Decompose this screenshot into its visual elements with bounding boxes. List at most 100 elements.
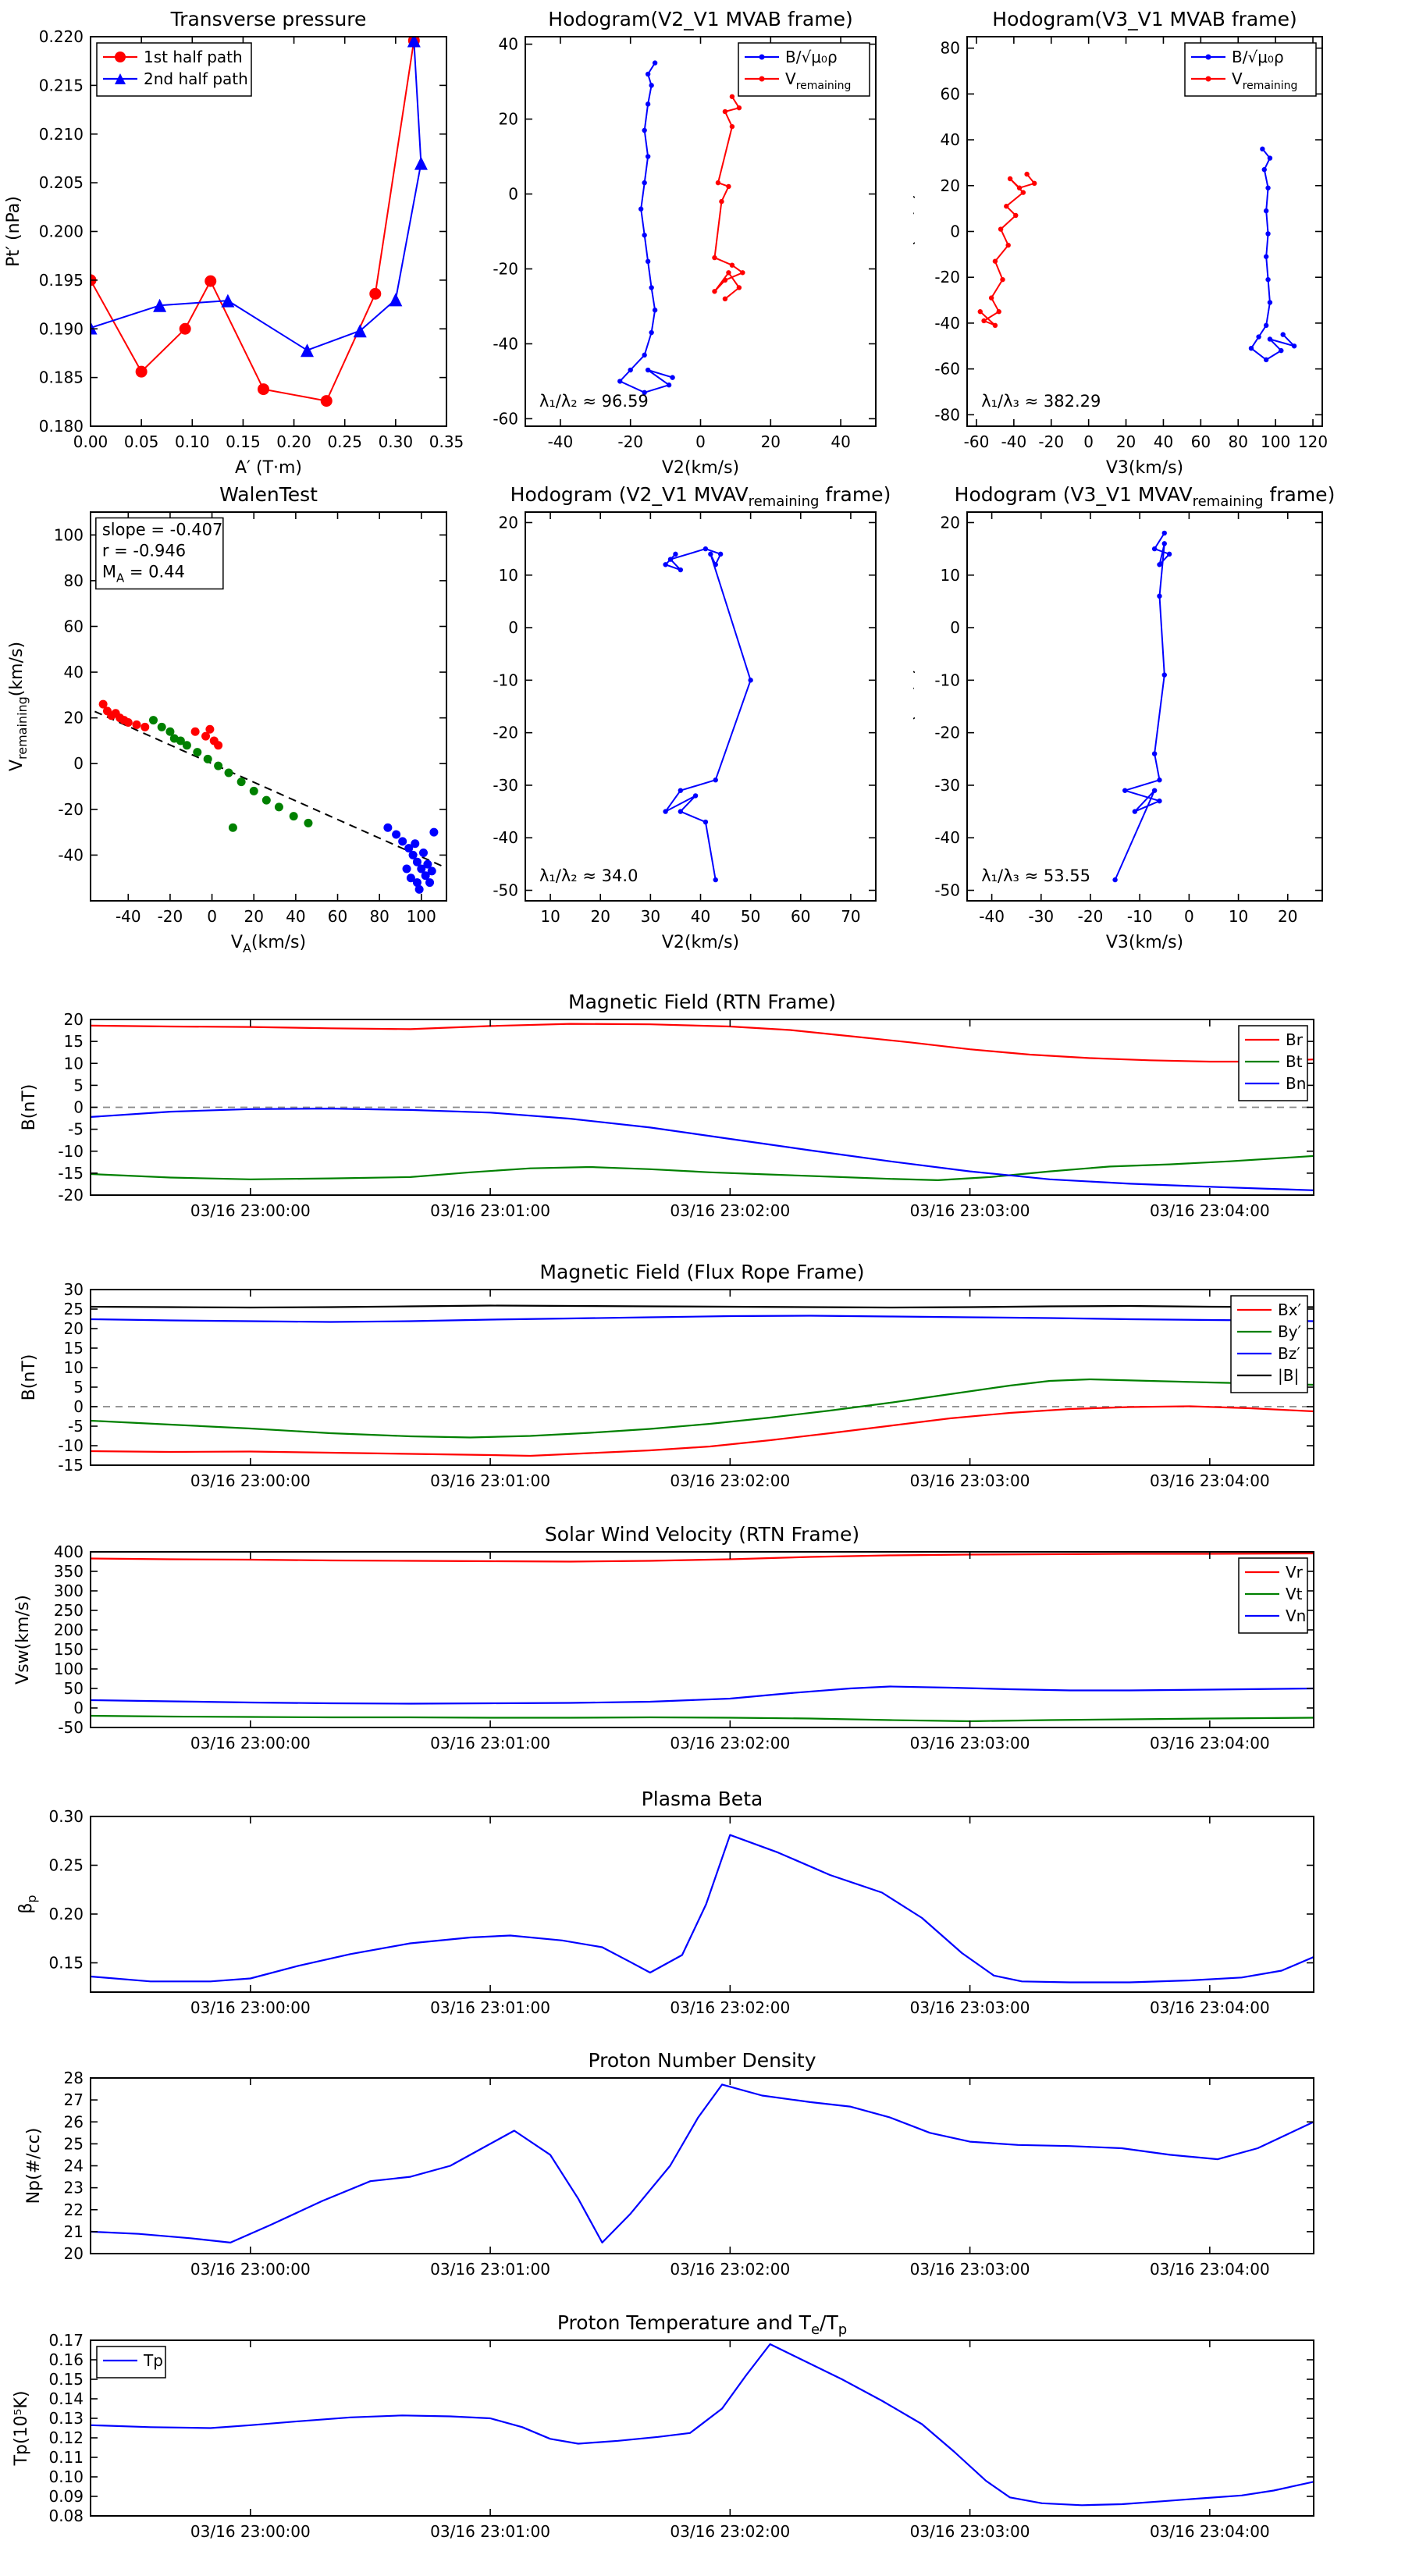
svg-text:0.09: 0.09 xyxy=(48,2487,84,2506)
svg-text:0: 0 xyxy=(508,185,518,204)
svg-text:20: 20 xyxy=(1278,907,1297,926)
svg-text:70: 70 xyxy=(841,907,860,926)
svg-text:150: 150 xyxy=(54,1640,84,1659)
plot-solar-wind-velocity: 03/16 23:00:00 03/16 23:01:00 03/16 23:02:… xyxy=(13,1523,1314,1752)
svg-text:03/16 23:01:00: 03/16 23:01:00 xyxy=(430,1998,550,2017)
svg-text:20: 20 xyxy=(64,2244,84,2263)
svg-text:0.20: 0.20 xyxy=(276,432,311,451)
svg-text:0.25: 0.25 xyxy=(48,1856,84,1875)
svg-text:-40: -40 xyxy=(58,845,84,864)
svg-text:24: 24 xyxy=(64,2157,84,2176)
svg-text:Vremaining​: Vremaining​ xyxy=(785,69,851,92)
svg-text:250: 250 xyxy=(54,1601,84,1620)
svg-text:0.210: 0.210 xyxy=(39,125,84,144)
svg-text:Bx′: Bx′ xyxy=(1278,1300,1302,1319)
svg-text:Hodogram (V2_V1 MVAVremaining: Hodogram (V2_V1 MVAVremaining frame) xyxy=(510,483,891,510)
svg-text:0.17: 0.17 xyxy=(48,2331,84,2350)
svg-text:03/16 23:03:00: 03/16 23:03:00 xyxy=(910,1201,1030,1220)
svg-text:0: 0 xyxy=(508,618,518,637)
svg-text:0: 0 xyxy=(1083,432,1094,451)
svg-text:03/16 23:00:00: 03/16 23:00:00 xyxy=(190,2260,311,2279)
svg-text:-20: -20 xyxy=(1078,907,1104,926)
svg-text:-40: -40 xyxy=(1001,432,1027,451)
svg-text:40: 40 xyxy=(499,35,518,54)
svg-text:03/16 23:03:00: 03/16 23:03:00 xyxy=(910,1734,1030,1752)
svg-text:0.10: 0.10 xyxy=(175,432,210,451)
svg-text:-30: -30 xyxy=(1028,907,1054,926)
svg-text:60: 60 xyxy=(328,907,347,926)
svg-text:15: 15 xyxy=(64,1339,84,1357)
svg-text:0.05: 0.05 xyxy=(124,432,159,451)
svg-text:0: 0 xyxy=(73,1098,84,1117)
svg-text:-10: -10 xyxy=(58,1436,84,1455)
svg-text:30: 30 xyxy=(64,1280,84,1299)
svg-text:Vn: Vn xyxy=(1286,1606,1306,1625)
svg-text:10: 10 xyxy=(499,566,518,585)
svg-text:03/16 23:02:00: 03/16 23:02:00 xyxy=(670,2522,790,2541)
plot-hodogram-v2v1-mvav: 10 20 30 40 50 60 70 -50 -40 -30 -20 -10 0 10 20 Hodogr… xyxy=(493,483,891,952)
svg-text:100: 100 xyxy=(54,1660,84,1678)
svg-text:03/16 23:02:00: 03/16 23:02:00 xyxy=(670,1998,790,2017)
svg-text:27: 27 xyxy=(64,2090,84,2109)
svg-text:A′ (T·m): A′ (T·m) xyxy=(235,458,302,478)
svg-text:25: 25 xyxy=(64,1300,84,1318)
svg-text:03/16 23:02:00: 03/16 23:02:00 xyxy=(670,1471,790,1490)
svg-text:Hodogram(V3_V1 MVAB frame): Hodogram(V3_V1 MVAB frame) xyxy=(992,8,1297,30)
svg-text:V2(km/s): V2(km/s) xyxy=(662,933,739,952)
svg-text:Vt: Vt xyxy=(1286,1585,1303,1603)
svg-text:0: 0 xyxy=(950,222,960,241)
svg-text:V1(km/s): V1(km/s) xyxy=(913,193,917,270)
svg-text:03/16 23:01:00: 03/16 23:01:00 xyxy=(430,2522,550,2541)
plot-magnetic-field-fluxrope: 03/16 23:00:00 03/16 23:01:00 03/16 23:02:… xyxy=(20,1261,1314,1490)
svg-text:03/16 23:03:00: 03/16 23:03:00 xyxy=(910,2522,1030,2541)
svg-text:-50: -50 xyxy=(934,881,960,900)
svg-text:03/16 23:04:00: 03/16 23:04:00 xyxy=(1150,1734,1270,1752)
svg-text:0.30: 0.30 xyxy=(48,1807,84,1826)
svg-text:20: 20 xyxy=(941,176,960,195)
svg-text:V3(km/s): V3(km/s) xyxy=(1106,458,1183,478)
svg-text:-20: -20 xyxy=(58,1186,84,1204)
svg-text:40: 40 xyxy=(691,907,710,926)
svg-text:21: 21 xyxy=(64,2222,84,2241)
svg-text:80: 80 xyxy=(1229,432,1248,451)
svg-text:80: 80 xyxy=(941,39,960,58)
svg-text:-60: -60 xyxy=(493,409,518,428)
svg-text:-40: -40 xyxy=(493,334,518,353)
svg-text:0.220: 0.220 xyxy=(39,27,84,46)
svg-text:-20: -20 xyxy=(934,724,960,742)
svg-text:20: 20 xyxy=(64,709,84,728)
svg-text:Proton Number Density: Proton Number Density xyxy=(589,2049,816,2072)
svg-text:Br: Br xyxy=(1286,1030,1304,1049)
svg-text:0.205: 0.205 xyxy=(39,173,84,192)
svg-text:2nd half path: 2nd half path xyxy=(144,69,248,88)
svg-text:0.200: 0.200 xyxy=(39,222,84,241)
svg-text:03/16 23:02:00: 03/16 23:02:00 xyxy=(670,1201,790,1220)
svg-text:30: 30 xyxy=(641,907,660,926)
svg-text:120: 120 xyxy=(1298,432,1328,451)
svg-text:0.15: 0.15 xyxy=(48,2370,84,2389)
svg-text:40: 40 xyxy=(286,907,305,926)
svg-text:Vsw(km/s): Vsw(km/s) xyxy=(13,1595,33,1685)
plot-hodogram-v2v1-mvab: -40 -20 0 20 40 -60 -40 -20 0 20 40 Hodogram(V2_V1 … xyxy=(493,8,877,478)
svg-text:20: 20 xyxy=(499,513,518,532)
svg-text:Bn: Bn xyxy=(1286,1074,1306,1093)
svg-text:0.180: 0.180 xyxy=(39,417,84,436)
svg-text:200: 200 xyxy=(54,1621,84,1639)
svg-text:B/√μ₀ρ: B/√μ₀ρ xyxy=(1232,48,1284,66)
svg-text:Tp(10⁵K): Tp(10⁵K) xyxy=(12,2391,31,2467)
svg-text:Vr: Vr xyxy=(1286,1563,1304,1582)
svg-text:λ₁/λ₂ ≈ 34.0: λ₁/λ₂ ≈ 34.0 xyxy=(539,866,638,885)
svg-text:0.25: 0.25 xyxy=(327,432,362,451)
svg-text:-15: -15 xyxy=(58,1456,84,1475)
svg-text:Vremaining​: Vremaining​ xyxy=(1232,69,1297,92)
svg-text:-20: -20 xyxy=(158,907,183,926)
svg-text:-5: -5 xyxy=(68,1417,84,1436)
svg-text:03/16 23:01:00: 03/16 23:01:00 xyxy=(430,2260,550,2279)
plot-proton-number-density: 03/16 23:00:00 03/16 23:01:00 03/16 23:02:… xyxy=(24,2049,1314,2279)
svg-text:03/16 23:00:00: 03/16 23:00:00 xyxy=(190,1998,311,2017)
svg-text:80: 80 xyxy=(369,907,389,926)
svg-text:23: 23 xyxy=(64,2179,84,2197)
svg-text:-5: -5 xyxy=(68,1120,84,1139)
svg-text:20: 20 xyxy=(64,1319,84,1338)
